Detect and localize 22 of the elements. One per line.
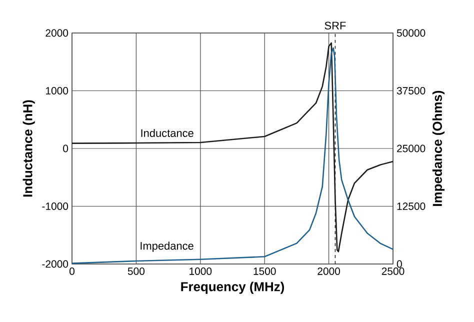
- x-axis-title: Frequency (MHz): [181, 282, 284, 294]
- x-tick-label: 2500: [382, 268, 404, 275]
- y-axis-title: Inductance (nH): [22, 100, 35, 197]
- x-tick-label: 500: [128, 268, 145, 275]
- series-label: Impedance: [140, 242, 194, 252]
- y-tick-label: -1000: [42, 202, 68, 210]
- y-tick-label: 2000: [46, 29, 68, 37]
- y2-tick-label: 37500: [396, 87, 426, 94]
- y-tick-label: 1000: [46, 87, 68, 94]
- x-tick-label: 1000: [190, 268, 212, 275]
- y2-tick-label: 50000: [396, 29, 426, 37]
- x-tick-label: 1500: [254, 268, 276, 275]
- series-label: Inductance: [141, 128, 194, 137]
- y-tick-label: 0: [63, 144, 68, 152]
- x-tick-label: 2000: [318, 268, 340, 275]
- ref-line-label: SRF: [324, 22, 346, 30]
- y2-tick-label: 12500: [397, 202, 426, 210]
- y2-tick-label: 0: [396, 260, 402, 268]
- y2-tick-label: 25000: [397, 144, 426, 152]
- y2-axis-title: Impedance (Ohms): [432, 90, 445, 206]
- y-tick-label: -2000: [42, 260, 68, 268]
- x-tick-label: 0: [70, 268, 74, 275]
